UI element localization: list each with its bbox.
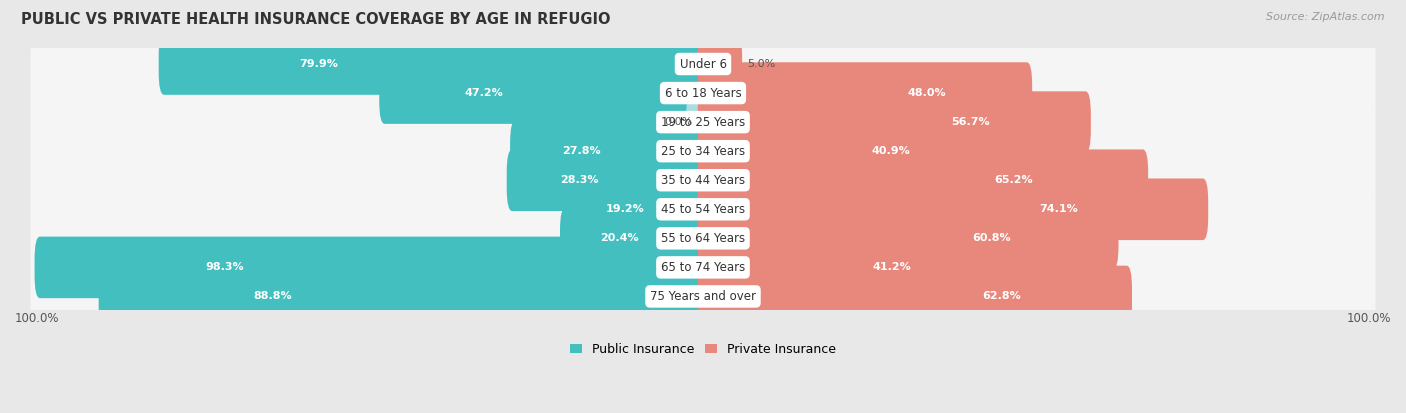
Text: 100.0%: 100.0%	[1347, 312, 1391, 325]
FancyBboxPatch shape	[380, 62, 709, 124]
FancyBboxPatch shape	[98, 266, 709, 327]
Text: 74.1%: 74.1%	[1039, 204, 1078, 214]
FancyBboxPatch shape	[31, 20, 1375, 108]
FancyBboxPatch shape	[560, 208, 709, 269]
Text: 75 Years and over: 75 Years and over	[650, 290, 756, 303]
Text: Under 6: Under 6	[679, 57, 727, 71]
Text: 20.4%: 20.4%	[600, 233, 638, 243]
Text: 25 to 34 Years: 25 to 34 Years	[661, 145, 745, 158]
FancyBboxPatch shape	[506, 150, 709, 211]
Text: 5.0%: 5.0%	[747, 59, 775, 69]
FancyBboxPatch shape	[697, 150, 1149, 211]
FancyBboxPatch shape	[697, 208, 1119, 269]
Text: 6 to 18 Years: 6 to 18 Years	[665, 87, 741, 100]
Text: 35 to 44 Years: 35 to 44 Years	[661, 174, 745, 187]
Legend: Public Insurance, Private Insurance: Public Insurance, Private Insurance	[565, 338, 841, 361]
FancyBboxPatch shape	[31, 50, 1375, 137]
Text: 40.9%: 40.9%	[872, 146, 910, 156]
FancyBboxPatch shape	[568, 178, 709, 240]
Text: 65.2%: 65.2%	[994, 175, 1033, 185]
Text: 47.2%: 47.2%	[464, 88, 503, 98]
Text: 27.8%: 27.8%	[562, 146, 600, 156]
Text: 41.2%: 41.2%	[873, 262, 911, 273]
FancyBboxPatch shape	[31, 137, 1375, 224]
Text: 65 to 74 Years: 65 to 74 Years	[661, 261, 745, 274]
Text: 0.0%: 0.0%	[665, 117, 693, 127]
FancyBboxPatch shape	[697, 91, 1091, 153]
FancyBboxPatch shape	[697, 62, 1032, 124]
Text: 100.0%: 100.0%	[15, 312, 59, 325]
FancyBboxPatch shape	[697, 178, 1208, 240]
FancyBboxPatch shape	[31, 224, 1375, 311]
Text: 79.9%: 79.9%	[299, 59, 337, 69]
Text: 56.7%: 56.7%	[952, 117, 990, 127]
Text: 19 to 25 Years: 19 to 25 Years	[661, 116, 745, 128]
Text: PUBLIC VS PRIVATE HEALTH INSURANCE COVERAGE BY AGE IN REFUGIO: PUBLIC VS PRIVATE HEALTH INSURANCE COVER…	[21, 12, 610, 27]
Text: 28.3%: 28.3%	[560, 175, 599, 185]
FancyBboxPatch shape	[31, 78, 1375, 166]
Text: 19.2%: 19.2%	[606, 204, 644, 214]
FancyBboxPatch shape	[35, 237, 709, 298]
FancyBboxPatch shape	[510, 120, 709, 182]
FancyBboxPatch shape	[31, 253, 1375, 340]
Text: Source: ZipAtlas.com: Source: ZipAtlas.com	[1267, 12, 1385, 22]
Text: 62.8%: 62.8%	[981, 292, 1021, 301]
Text: 45 to 54 Years: 45 to 54 Years	[661, 203, 745, 216]
Text: 48.0%: 48.0%	[907, 88, 946, 98]
Text: 98.3%: 98.3%	[205, 262, 245, 273]
FancyBboxPatch shape	[31, 195, 1375, 282]
Text: 55 to 64 Years: 55 to 64 Years	[661, 232, 745, 245]
FancyBboxPatch shape	[697, 237, 986, 298]
Text: 88.8%: 88.8%	[253, 292, 292, 301]
Text: 60.8%: 60.8%	[972, 233, 1011, 243]
FancyBboxPatch shape	[31, 108, 1375, 195]
FancyBboxPatch shape	[697, 33, 742, 95]
FancyBboxPatch shape	[697, 120, 984, 182]
FancyBboxPatch shape	[31, 166, 1375, 253]
FancyBboxPatch shape	[697, 266, 1132, 327]
FancyBboxPatch shape	[159, 33, 709, 95]
FancyBboxPatch shape	[686, 100, 706, 144]
